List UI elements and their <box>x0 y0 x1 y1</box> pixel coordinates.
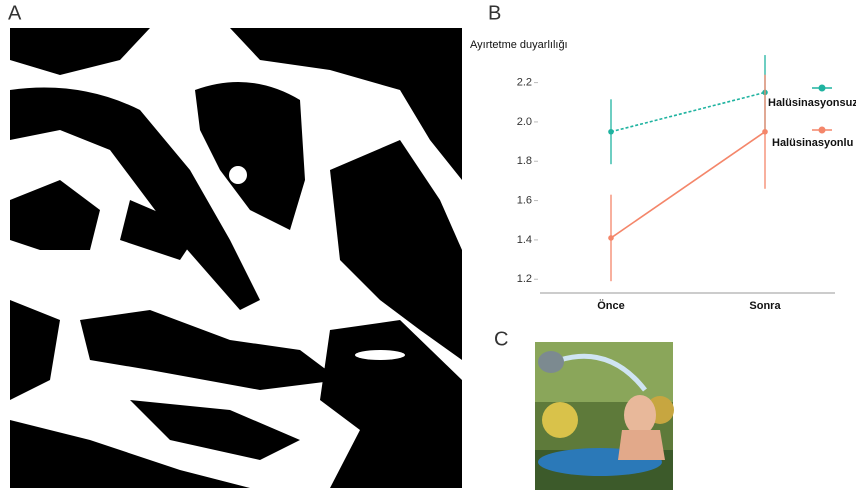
y-tick-label: 1.8 <box>517 155 532 167</box>
point <box>608 235 614 241</box>
y-tick-label: 1.2 <box>517 273 532 285</box>
y-tick-label: 1.6 <box>517 194 532 206</box>
x-tick-label: Önce <box>597 299 625 312</box>
panel-label: C <box>494 328 508 350</box>
x-tick-label: Sonra <box>749 300 781 312</box>
mooney-image <box>10 28 462 488</box>
legend-label: Halüsinasyonsuz <box>768 97 856 109</box>
y-tick-label: 2.2 <box>517 77 532 89</box>
point <box>608 129 614 135</box>
panel-label: A <box>8 2 22 24</box>
y-tick-label: 2.0 <box>517 116 532 128</box>
figure: A B C Ayırtetme duyarlılığı 1.2 1.4 1.6 1.8 2… <box>0 0 856 495</box>
series-line <box>611 132 765 238</box>
series-line <box>611 92 765 131</box>
legend-label: Halüsinasyonlu <box>772 137 853 149</box>
panel-label: B <box>488 2 501 24</box>
y-tick-label: 1.4 <box>517 234 532 246</box>
legend-marker <box>819 85 826 92</box>
photo <box>535 342 674 490</box>
legend-marker <box>819 127 826 134</box>
y-axis-label: Ayırtetme duyarlılığı <box>470 39 568 51</box>
point <box>762 129 768 135</box>
